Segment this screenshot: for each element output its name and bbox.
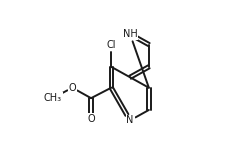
Text: N: N <box>126 115 134 125</box>
Text: NH: NH <box>123 29 137 39</box>
Text: Cl: Cl <box>106 40 116 50</box>
Text: O: O <box>87 114 95 124</box>
Text: CH₃: CH₃ <box>44 93 62 103</box>
Text: O: O <box>68 83 76 93</box>
